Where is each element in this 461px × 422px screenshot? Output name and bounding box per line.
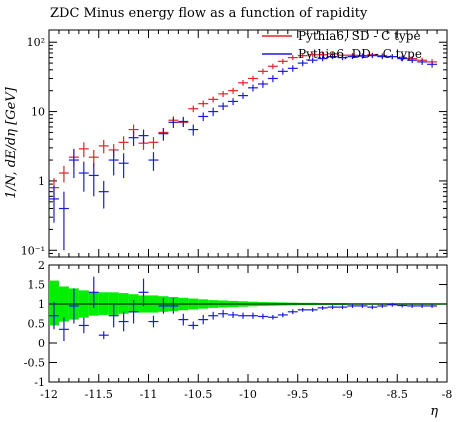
ratio-y-tick-label: 1.5	[28, 279, 46, 292]
y-tick-label: 1	[38, 175, 45, 188]
x-tick-label: -8.5	[387, 388, 408, 401]
x-tick-label: -9.5	[287, 388, 308, 401]
x-tick-label: -10	[239, 388, 257, 401]
ratio-y-tick-label: -0.5	[24, 357, 45, 370]
x-tick-label: -11.5	[85, 388, 113, 401]
ratio-panel: -12 -11.5 -11 -10.5 -10 -9.5 -9 -8.5 -8 -1 -0.5 0 0.…	[24, 259, 453, 401]
ratio-plot-frame	[48, 264, 448, 383]
legend-label-sd: Pythia6, SD - C type	[298, 29, 421, 43]
x-tick-label: -12	[40, 388, 58, 401]
ratio-y-tick-label: 2	[38, 259, 45, 272]
x-tick-label: -8	[442, 388, 453, 401]
ratio-y-tick-label: 0.5	[28, 318, 46, 331]
chart-title: ZDC Minus energy flow as a function of r…	[50, 6, 368, 21]
x-tick-label: -9	[342, 388, 353, 401]
uncertainty-band	[118, 293, 129, 314]
x-axis-label: η	[430, 404, 438, 419]
x-tick-label: -10.5	[184, 388, 212, 401]
main-plot-frame	[48, 29, 448, 258]
y-tick-label: 10	[31, 106, 45, 119]
y-tick-label: 10²	[27, 36, 45, 49]
ratio-y-tick-label: 0	[38, 337, 45, 350]
ratio-y-tick-label: 1	[38, 298, 45, 311]
x-tick-label: -11	[140, 388, 158, 401]
ratio-y-tick-label: -1	[34, 376, 45, 389]
legend: Pythia6, SD - C type Pythia6, DD - C type	[262, 29, 422, 61]
legend-label-dd: Pythia6, DD - C type	[298, 47, 422, 61]
main-panel: 10⁻¹ 1 10 10²	[21, 29, 448, 258]
y-axis-label: 1/N, dE/dη [GeV]	[4, 86, 19, 198]
y-tick-label: 10⁻¹	[21, 244, 45, 257]
